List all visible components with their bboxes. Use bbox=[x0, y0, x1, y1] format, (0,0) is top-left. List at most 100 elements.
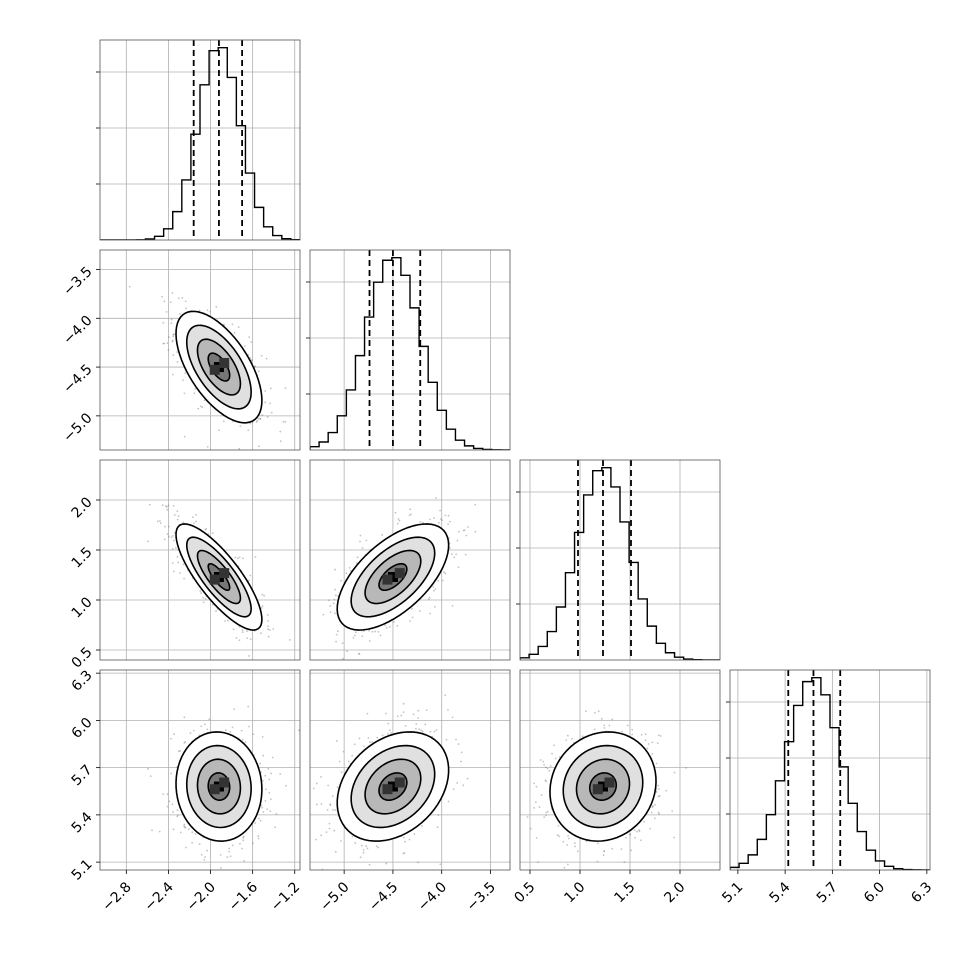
contour-line-0 bbox=[175, 523, 263, 631]
scatter-point bbox=[547, 810, 549, 813]
scatter-point bbox=[156, 520, 159, 523]
scatter-point bbox=[255, 421, 258, 423]
scatter-point bbox=[268, 629, 271, 631]
scatter-point bbox=[361, 635, 364, 638]
scatter-point bbox=[237, 326, 240, 329]
scatter-point bbox=[432, 589, 435, 592]
scatter-point bbox=[183, 716, 186, 719]
scatter-point bbox=[631, 728, 634, 731]
x-tick-label: 5.4 bbox=[767, 879, 794, 906]
scatter-point bbox=[282, 420, 285, 423]
scatter-point bbox=[176, 555, 179, 558]
contour-line-3 bbox=[378, 772, 408, 801]
scatter-point bbox=[274, 826, 276, 829]
scatter-point bbox=[218, 429, 220, 432]
contour-line-0 bbox=[549, 731, 657, 842]
x-tick-label: −1.2 bbox=[268, 879, 303, 914]
scatter-point bbox=[394, 511, 397, 514]
scatter-point bbox=[163, 342, 165, 345]
density-peak bbox=[219, 777, 230, 788]
scatter-point bbox=[567, 863, 569, 866]
scatter-point bbox=[441, 519, 443, 522]
scatter-point bbox=[171, 340, 174, 343]
scatter-point bbox=[296, 839, 298, 841]
scatter-point bbox=[673, 771, 676, 774]
scatter-panel-3-1: −5.0 −4.5 −4.0 −3.5 bbox=[296, 669, 511, 915]
y-tick-label: 1.5 bbox=[69, 544, 96, 571]
contour-line-2 bbox=[196, 338, 242, 396]
scatter-point bbox=[169, 301, 172, 304]
scatter-point bbox=[232, 628, 235, 631]
scatter-point bbox=[166, 508, 169, 511]
scatter-point bbox=[268, 778, 271, 781]
scatter-point bbox=[176, 815, 179, 818]
scatter-point bbox=[337, 630, 339, 633]
scatter-point bbox=[249, 357, 252, 359]
scatter-point bbox=[329, 803, 332, 806]
scatter-point bbox=[166, 342, 169, 345]
scatter-point bbox=[275, 812, 278, 815]
scatter-point bbox=[167, 535, 170, 538]
density-peak bbox=[219, 357, 230, 368]
x-tick-label: −3.5 bbox=[464, 879, 499, 914]
scatter-point bbox=[229, 855, 232, 858]
scatter-point bbox=[621, 730, 624, 733]
scatter-point bbox=[457, 566, 460, 569]
scatter-point bbox=[162, 342, 165, 345]
scatter-point bbox=[447, 514, 450, 517]
scatter-point bbox=[231, 726, 234, 729]
scatter-point bbox=[270, 772, 273, 775]
scatter-point bbox=[437, 814, 440, 816]
scatter-point bbox=[621, 874, 623, 876]
scatter-point bbox=[164, 525, 166, 528]
scatter-point bbox=[200, 725, 203, 728]
scatter-point bbox=[402, 852, 405, 855]
scatter-point bbox=[172, 504, 175, 507]
scatter-point bbox=[173, 733, 176, 736]
scatter-point bbox=[267, 628, 269, 631]
scatter-point bbox=[176, 518, 179, 521]
scatter-point bbox=[171, 339, 174, 342]
scatter-point bbox=[649, 827, 652, 830]
histogram-panel-1 bbox=[306, 249, 511, 451]
contour-line-0 bbox=[336, 523, 450, 631]
scatter-point bbox=[620, 848, 623, 851]
panel-frame bbox=[99, 39, 301, 241]
scatter-point bbox=[602, 854, 605, 857]
scatter-point bbox=[408, 514, 411, 517]
scatter-point bbox=[249, 638, 252, 640]
scatter-point bbox=[320, 834, 323, 837]
scatter-point bbox=[179, 313, 181, 315]
scatter-point bbox=[209, 310, 212, 313]
scatter-point bbox=[233, 331, 236, 334]
scatter-point bbox=[334, 850, 337, 853]
scatter-point bbox=[269, 402, 271, 405]
scatter-point bbox=[167, 504, 170, 507]
scatter-point bbox=[390, 732, 393, 734]
scatter-point bbox=[567, 834, 570, 837]
scatter-point bbox=[341, 642, 344, 645]
scatter-point bbox=[183, 826, 186, 829]
scatter-point bbox=[259, 819, 262, 822]
scatter-point bbox=[260, 607, 263, 609]
scatter-point bbox=[238, 447, 241, 450]
panel-frame bbox=[99, 459, 301, 661]
scatter-point bbox=[657, 795, 660, 798]
y-tick-label: 1.0 bbox=[69, 594, 96, 621]
scatter-point bbox=[161, 504, 164, 507]
scatter-point bbox=[192, 729, 195, 732]
scatter-point bbox=[246, 637, 249, 640]
scatter-point bbox=[254, 822, 257, 824]
scatter-point bbox=[257, 417, 260, 420]
scatter-point bbox=[163, 300, 166, 303]
scatter-point bbox=[202, 601, 205, 604]
scatter-point bbox=[224, 729, 227, 732]
scatter-point bbox=[412, 713, 415, 716]
scatter-point bbox=[228, 847, 231, 850]
scatter-point bbox=[335, 740, 338, 742]
scatter-point bbox=[167, 349, 170, 351]
scatter-point bbox=[161, 295, 163, 298]
contour-line-0 bbox=[336, 731, 450, 842]
x-tick-label: −1.6 bbox=[226, 879, 261, 914]
scatter-point bbox=[439, 863, 442, 866]
